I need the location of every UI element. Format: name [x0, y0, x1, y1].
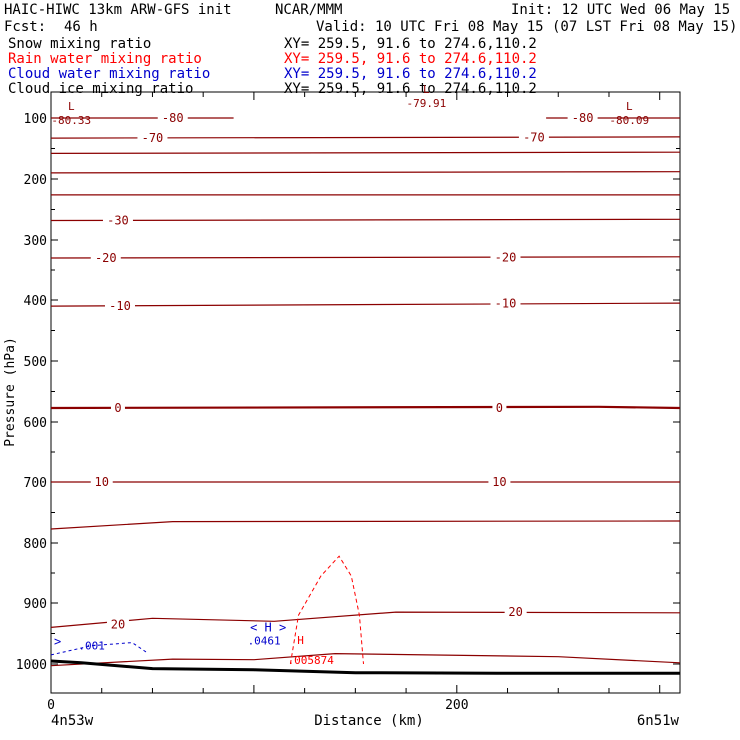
isotherm-label: -70 — [142, 131, 164, 145]
isotherm-line — [50, 520, 681, 530]
low-center-symbol: L — [626, 100, 633, 113]
isotherm-label-bg — [106, 617, 129, 631]
header: HAIC-HIWC 13km ARW-GFS init NCAR/MMM Ini… — [4, 2, 737, 97]
left-endpoint: 4n53w — [51, 713, 94, 729]
isotherm-label-bg — [490, 296, 521, 310]
y-tick-label: 500 — [24, 355, 47, 370]
cloud-water-high-value: .0461 — [248, 634, 281, 647]
isotherm-line — [50, 256, 681, 259]
title-left: HAIC-HIWC 13km ARW-GFS init — [4, 2, 232, 18]
y-tick-label: 800 — [24, 537, 47, 552]
isotherm-line — [50, 218, 681, 222]
plot-frame — [50, 91, 681, 694]
cloud-water-marker: > — [54, 635, 61, 649]
isotherm-label: 20 — [508, 605, 522, 619]
isotherm-label-bg — [137, 131, 168, 145]
low-center-value: -80.09 — [609, 114, 649, 127]
rain-water-contour — [289, 555, 364, 665]
isotherm-line — [50, 405, 681, 410]
isotherm-label: -10 — [109, 299, 131, 313]
y-tick-label: 200 — [24, 173, 47, 188]
isotherm-label: 10 — [94, 475, 108, 489]
isotherm-label: 0 — [496, 401, 503, 415]
low-center-value: -79.91 — [406, 97, 446, 110]
isotherm-label-bg — [90, 251, 121, 264]
x-tick-label: 200 — [445, 698, 468, 713]
title-mid: NCAR/MMM — [275, 2, 342, 18]
y-tick-label: 300 — [24, 234, 47, 249]
fcst-value: 46 h — [64, 19, 98, 35]
isotherm-label: -80 — [572, 111, 594, 125]
y-tick-label: 400 — [24, 294, 47, 309]
y-tick-label: 100 — [24, 112, 47, 127]
isotherm-label-bg — [90, 475, 113, 488]
field-name: Snow mixing ratio — [8, 36, 151, 52]
isotherm-label-bg — [492, 400, 507, 414]
field-xy: XY= 259.5, 91.6 to 274.6,110.2 — [284, 51, 537, 67]
isotherm-line — [50, 171, 681, 174]
isotherm-label-bg — [110, 400, 125, 414]
y-tick-label: 900 — [24, 597, 47, 612]
x-axis-label: Distance (km) — [314, 713, 424, 729]
rain-high-symbol: H — [297, 634, 304, 647]
fcst-label: Fcst: — [4, 19, 46, 35]
y-tick-label: 1000 — [16, 658, 47, 673]
isotherm-label-bg — [488, 475, 511, 488]
isotherm-label: -20 — [495, 250, 517, 264]
isotherm-label: 10 — [492, 475, 506, 489]
field-name: Cloud water mixing ratio — [8, 66, 210, 82]
terrain-line — [50, 659, 680, 675]
isotherm-label-bg — [490, 250, 521, 264]
isotherm-label-bg — [567, 111, 598, 124]
low-center-symbol: L — [68, 100, 75, 113]
isotherm-label: -70 — [523, 131, 545, 145]
valid-time: Valid: 10 UTC Fri 08 May 15 (07 LST Fri … — [316, 19, 737, 35]
isotherm-line — [50, 302, 681, 307]
field-xy: XY= 259.5, 91.6 to 274.6,110.2 — [284, 66, 537, 82]
isotherm-label-bg — [102, 213, 133, 227]
isotherm-label-bg — [504, 605, 527, 619]
isotherm-label-bg — [157, 111, 188, 124]
y-tick-label: 700 — [24, 476, 47, 491]
isotherm-line — [50, 652, 681, 667]
isotherm-label: -30 — [107, 213, 129, 227]
plot-area: -80 -80-70 -70-30-20 -20-10 -100 010 102020L-8… — [50, 83, 681, 675]
isotherm-line — [50, 151, 681, 154]
field-name: Cloud ice mixing ratio — [8, 81, 193, 97]
field-xy: XY= 259.5, 91.6 to 274.6,110.2 — [284, 36, 537, 52]
cloud-water-contour-label: .001 — [78, 640, 105, 653]
isotherm-label-bg — [518, 130, 549, 144]
isotherm-label: 0 — [114, 401, 121, 415]
isotherm-label: -80 — [162, 111, 184, 125]
isotherm-label: 20 — [111, 617, 125, 631]
y-axis-label: Pressure (hPa) — [3, 337, 18, 447]
low-center-symbol: L — [423, 83, 430, 96]
cloud-water-high-symbol: < H > — [250, 620, 286, 634]
init-time: Init: 12 UTC Wed 06 May 15 — [511, 2, 730, 18]
isotherm-label-bg — [104, 299, 135, 313]
right-endpoint: 6n51w — [637, 713, 680, 729]
low-center-value: -80.33 — [51, 114, 91, 127]
x-tick-label: 0 — [47, 698, 55, 713]
isotherm-label: -10 — [495, 297, 517, 311]
isotherm-line — [50, 611, 681, 628]
field-xy: XY= 259.5, 91.6 to 274.6,110.2 — [284, 81, 537, 97]
rain-water-label: .005874 — [288, 654, 335, 667]
isotherm-label: -20 — [95, 251, 117, 265]
y-tick-label: 600 — [24, 416, 47, 431]
field-name: Rain water mixing ratio — [8, 51, 202, 67]
cloud-water-contour — [50, 642, 149, 656]
